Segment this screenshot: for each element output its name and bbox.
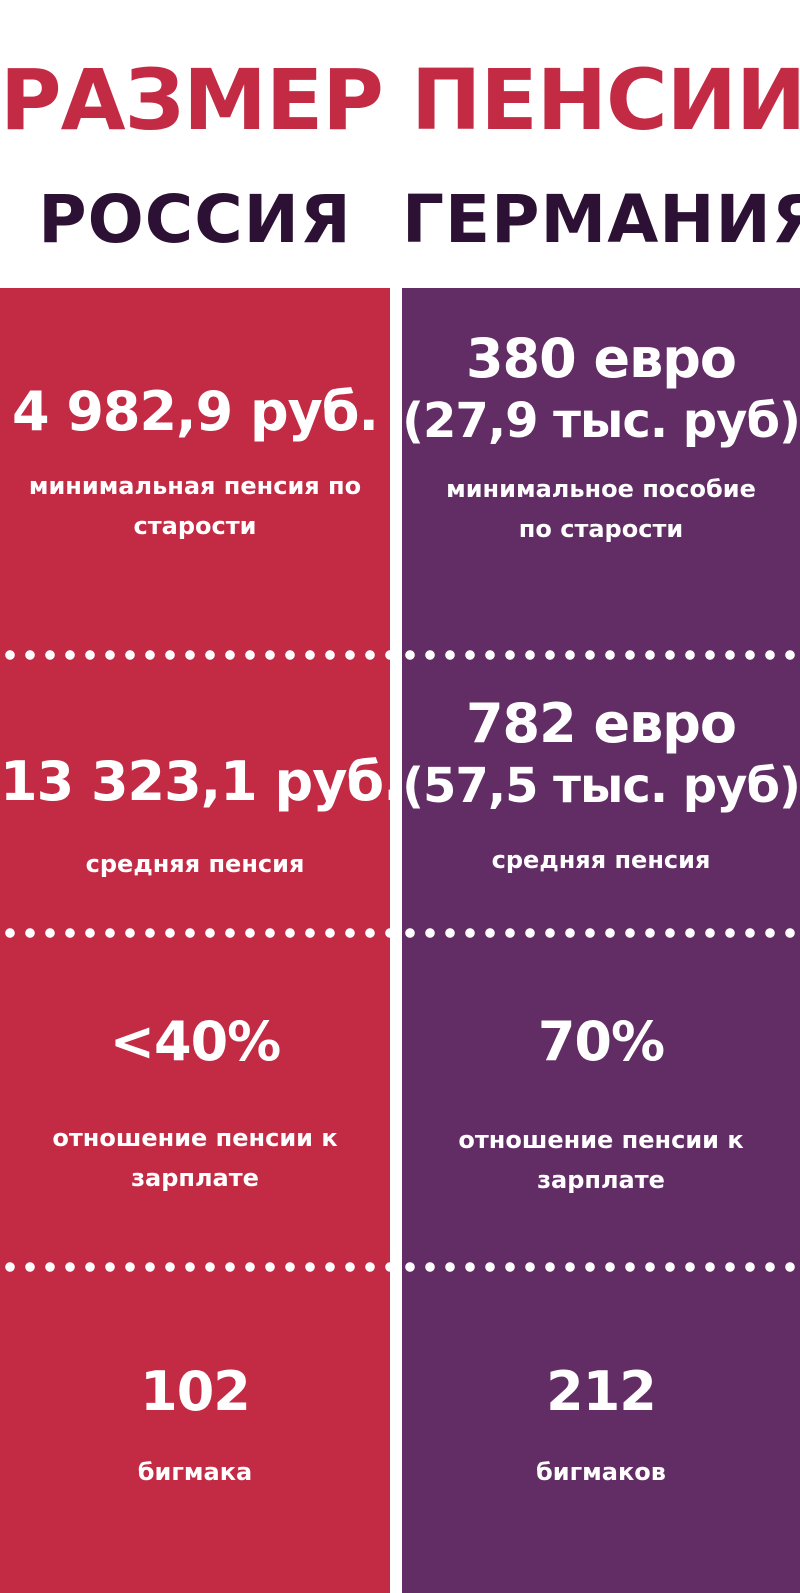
- russia-min-pension-caption: старости: [133, 512, 257, 540]
- germany-min-pension-value: 380 евро: [465, 327, 737, 390]
- russia-bigmac-value: 102: [140, 1360, 251, 1423]
- russia-panel: [0, 288, 390, 1593]
- russia-replacement-cell: <40% отношение пенсии к зарплате: [0, 1010, 390, 1198]
- russia-min-pension-caption: минимальная пенсия по: [28, 472, 362, 500]
- germany-replacement-value: 70%: [537, 1010, 665, 1073]
- germany-avg-pension-caption: средняя пенсия: [491, 846, 711, 874]
- germany-bigmac-caption: бигмаков: [536, 1458, 666, 1486]
- russia-min-pension-value: 4 982,9 руб.: [11, 380, 379, 443]
- germany-avg-pension-value: 782 евро: [465, 692, 737, 755]
- dotted-divider: [0, 650, 800, 660]
- dotted-divider: [0, 928, 800, 938]
- russia-replacement-caption: отношение пенсии к: [52, 1124, 338, 1152]
- germany-avg-pension-cell: 782 евро (57,5 тыс. руб) средняя пенсия: [402, 692, 800, 880]
- country-heading-russia: РОССИЯ: [38, 181, 352, 258]
- germany-panel: [402, 288, 800, 1593]
- page-title: РАЗМЕР ПЕНСИИ: [0, 51, 800, 149]
- russia-avg-pension-caption: средняя пенсия: [85, 850, 305, 878]
- germany-replacement-caption: зарплате: [537, 1166, 665, 1194]
- country-heading-germany: ГЕРМАНИЯ: [402, 181, 800, 258]
- germany-min-pension-caption: по старости: [518, 515, 684, 543]
- germany-replacement-cell: 70% отношение пенсии к зарплате: [402, 1010, 800, 1200]
- russia-replacement-value: <40%: [109, 1010, 282, 1073]
- germany-avg-pension-rub: (57,5 тыс. руб): [402, 758, 800, 814]
- russia-replacement-caption: зарплате: [131, 1164, 259, 1192]
- dotted-divider: [0, 1262, 800, 1272]
- germany-min-pension-caption: минимальное пособие: [446, 475, 756, 503]
- russia-avg-pension-value: 13 323,1 руб.: [0, 750, 404, 813]
- germany-bigmac-cell: 212 бигмаков: [402, 1360, 800, 1492]
- germany-bigmac-value: 212: [546, 1360, 657, 1423]
- germany-min-pension-rub: (27,9 тыс. руб): [402, 393, 800, 449]
- russia-min-pension-cell: 4 982,9 руб. минимальная пенсия по старо…: [0, 380, 390, 546]
- germany-min-pension-cell: 380 евро (27,9 тыс. руб) минимальное пос…: [402, 327, 800, 549]
- russia-bigmac-caption: бигмака: [137, 1458, 253, 1486]
- germany-replacement-caption: отношение пенсии к: [458, 1126, 744, 1154]
- russia-bigmac-cell: 102 бигмака: [0, 1360, 390, 1492]
- russia-avg-pension-cell: 13 323,1 руб. средняя пенсия: [0, 750, 404, 884]
